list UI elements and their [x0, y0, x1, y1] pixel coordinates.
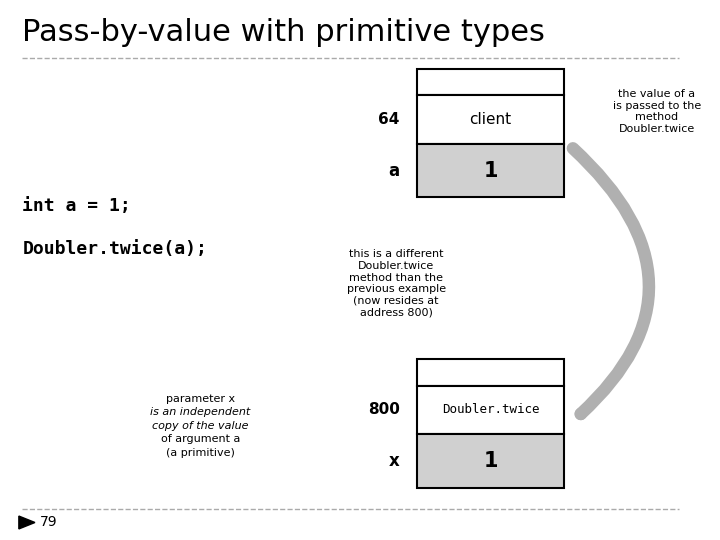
Text: Pass-by-value with primitive types: Pass-by-value with primitive types [22, 17, 545, 46]
Polygon shape [19, 516, 35, 529]
Bar [417, 386, 564, 434]
Text: int a = 1;: int a = 1; [22, 198, 131, 215]
Text: is an independent: is an independent [150, 407, 251, 417]
Bar [417, 359, 564, 386]
Text: 1: 1 [483, 160, 498, 180]
Text: parameter x: parameter x [166, 394, 235, 404]
FancyArrowPatch shape [573, 148, 649, 414]
Bar [417, 96, 564, 144]
Text: client: client [469, 112, 511, 127]
Bar [417, 69, 564, 96]
Text: (a primitive): (a primitive) [166, 448, 235, 458]
Text: of argument a: of argument a [161, 434, 240, 444]
Text: 800: 800 [368, 402, 400, 417]
Text: 79: 79 [40, 516, 58, 530]
Bar [417, 144, 564, 198]
Text: Doubler.twice: Doubler.twice [442, 403, 539, 416]
Text: a: a [389, 161, 400, 180]
Text: 64: 64 [378, 112, 400, 127]
Text: x: x [389, 452, 400, 470]
Text: 1: 1 [483, 451, 498, 471]
Text: copy of the value: copy of the value [152, 421, 249, 431]
Text: Doubler.twice(a);: Doubler.twice(a); [22, 240, 207, 259]
Text: the value of a
is passed to the
method
Doubler.twice: the value of a is passed to the method D… [613, 89, 701, 134]
Text: this is a different
Doubler.twice
method than the
previous example
(now resides : this is a different Doubler.twice method… [346, 249, 446, 318]
Bar [417, 434, 564, 488]
